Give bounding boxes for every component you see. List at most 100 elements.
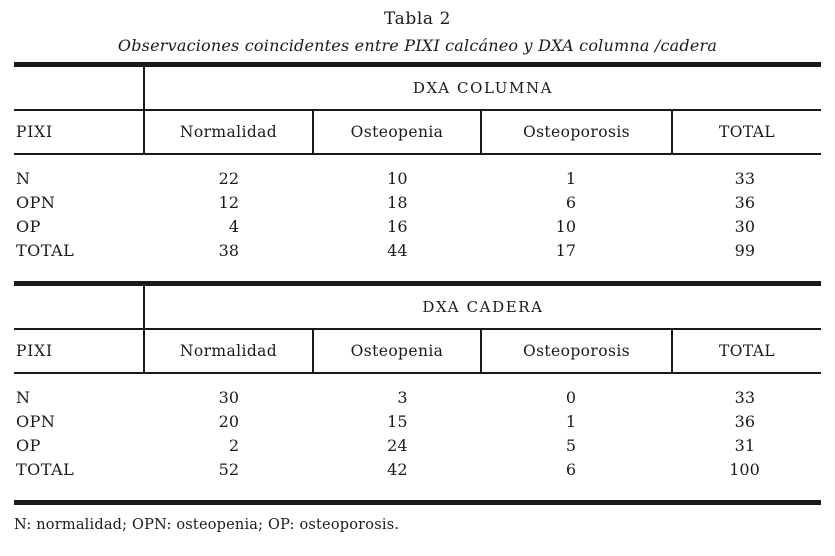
top-rule [14, 62, 821, 67]
value-cell: 36 [672, 191, 821, 215]
value: 1 [565, 169, 576, 188]
value: 18 [387, 193, 408, 212]
value-cell: 100 [672, 458, 821, 500]
title-block: Tabla 2 Observaciones coincidentes entre… [0, 0, 835, 62]
table-total-row: TOTAL 38 44 17 99 [14, 239, 821, 281]
value: 31 [734, 436, 755, 455]
column-header-total: TOTAL [671, 110, 821, 155]
table-subtitle: Observaciones coincidentes entre PIXI ca… [117, 36, 718, 55]
dxa-cadera-table: DXA CADERA PIXI Normalidad Osteopenia Os… [14, 286, 821, 500]
group-header-dxa-columna: DXA COLUMNA [144, 67, 821, 111]
row-label: OP [16, 217, 41, 236]
value-cell: 99 [672, 239, 821, 281]
dxa-columna-table: DXA COLUMNA PIXI Normalidad Osteopenia O… [14, 67, 821, 281]
column-header-row: PIXI Normalidad Osteopenia Osteoporosis … [14, 329, 821, 374]
row-label: OPN [16, 193, 56, 212]
value: 5 [565, 436, 576, 455]
value-cell: 15 [313, 410, 481, 434]
group-header-row: DXA COLUMNA [14, 67, 821, 111]
row-label: OP [16, 436, 41, 455]
value: 44 [387, 241, 408, 260]
value-cell: 3 [313, 373, 481, 410]
column-header-osteoporosis: Osteoporosis [480, 110, 672, 155]
value-cell: 10 [481, 215, 672, 239]
value-cell: 33 [672, 373, 821, 410]
value-cell: 38 [144, 239, 313, 281]
value-cell: 6 [481, 458, 672, 500]
table-footnote: N: normalidad; OPN: osteopenia; OP: oste… [14, 517, 400, 533]
value: 10 [555, 217, 576, 236]
value-cell: 4 [144, 215, 313, 239]
value-cell: 0 [481, 373, 672, 410]
row-label: OPN [16, 412, 56, 431]
value: 22 [218, 169, 239, 188]
value: 6 [565, 193, 576, 212]
table-row: N 30 3 0 33 [14, 373, 821, 410]
value-cell: 17 [481, 239, 672, 281]
group-header-stub [14, 286, 145, 330]
table-total-row: TOTAL 52 42 6 100 [14, 458, 821, 500]
value-cell: 42 [313, 458, 481, 500]
table-row: OP 2 24 5 31 [14, 434, 821, 458]
value: 15 [387, 412, 408, 431]
value-cell: 12 [144, 191, 313, 215]
value: 33 [734, 388, 755, 407]
value: 17 [555, 241, 576, 260]
value: 1 [565, 412, 576, 431]
column-header-pixi: PIXI [14, 110, 145, 155]
table-row: N 22 10 1 33 [14, 154, 821, 191]
value: 42 [387, 460, 408, 479]
value: 24 [387, 436, 408, 455]
value: 10 [387, 169, 408, 188]
value-cell: 5 [481, 434, 672, 458]
row-label: TOTAL [16, 241, 75, 260]
value-cell: 22 [144, 154, 313, 191]
column-header-row: PIXI Normalidad Osteopenia Osteoporosis … [14, 110, 821, 155]
value: 33 [734, 169, 755, 188]
value-cell: 31 [672, 434, 821, 458]
table-row: OPN 12 18 6 36 [14, 191, 821, 215]
value: 30 [218, 388, 239, 407]
column-header-normalidad: Normalidad [143, 110, 313, 155]
value-cell: 6 [481, 191, 672, 215]
value: 2 [228, 436, 239, 455]
row-label: TOTAL [16, 460, 75, 479]
table-row: OPN 20 15 1 36 [14, 410, 821, 434]
value-cell: 16 [313, 215, 481, 239]
column-header-osteoporosis: Osteoporosis [480, 329, 672, 374]
row-label: N [16, 388, 31, 407]
value-cell: 1 [481, 154, 672, 191]
value: 12 [218, 193, 239, 212]
value-cell: 44 [313, 239, 481, 281]
value-cell: 30 [144, 373, 313, 410]
value-cell: 10 [313, 154, 481, 191]
value: 3 [397, 388, 408, 407]
column-header-normalidad: Normalidad [143, 329, 313, 374]
row-label: N [16, 169, 31, 188]
value-cell: 24 [313, 434, 481, 458]
table-title: Tabla 2 [383, 9, 452, 29]
value-cell: 1 [481, 410, 672, 434]
value: 30 [734, 217, 755, 236]
value-cell: 2 [144, 434, 313, 458]
value: 4 [228, 217, 239, 236]
column-header-osteopenia: Osteopenia [312, 329, 481, 374]
value: 16 [387, 217, 408, 236]
value-cell: 52 [144, 458, 313, 500]
group-header-stub [14, 67, 145, 111]
value: 6 [565, 460, 576, 479]
group-header-row: DXA CADERA [14, 286, 821, 330]
value: 52 [218, 460, 239, 479]
value-cell: 18 [313, 191, 481, 215]
value: 0 [565, 388, 576, 407]
bottom-rule [14, 500, 821, 505]
value: 99 [734, 241, 755, 260]
column-header-pixi: PIXI [14, 329, 145, 374]
middle-rule [14, 281, 821, 286]
value-cell: 33 [672, 154, 821, 191]
value: 36 [734, 412, 755, 431]
table-row: OP 4 16 10 30 [14, 215, 821, 239]
column-header-osteopenia: Osteopenia [312, 110, 481, 155]
value: 20 [218, 412, 239, 431]
value: 38 [218, 241, 239, 260]
